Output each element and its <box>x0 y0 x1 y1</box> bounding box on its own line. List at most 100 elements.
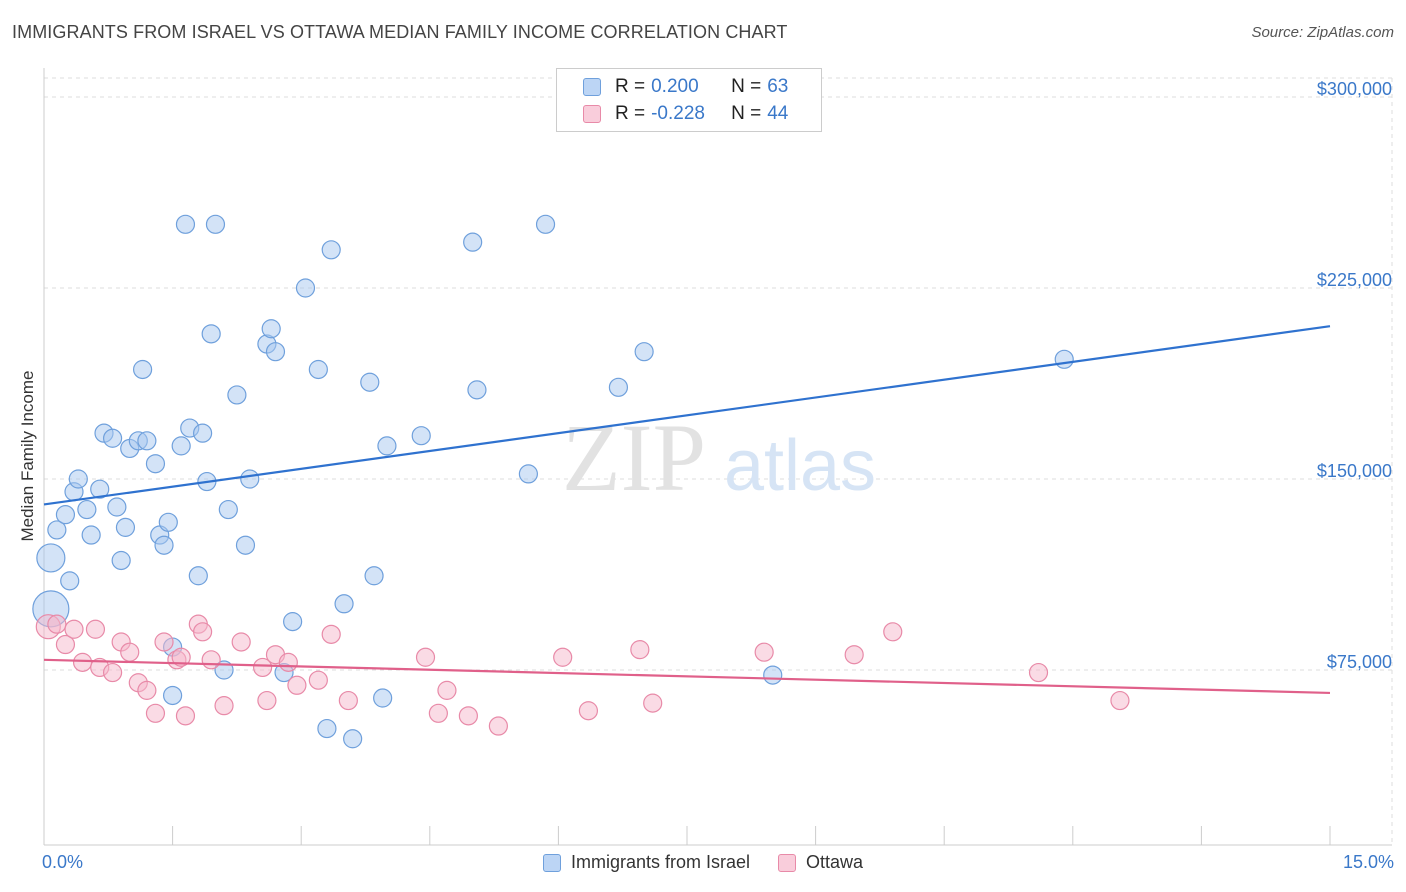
point-ottawa <box>154 632 174 652</box>
point-israel <box>107 497 127 517</box>
n-label: N = <box>731 76 762 97</box>
point-ottawa <box>308 670 328 690</box>
point-israel <box>377 436 397 456</box>
swatch-israel <box>583 78 601 96</box>
point-israel <box>343 729 363 749</box>
grid-lines <box>44 77 1393 845</box>
point-israel <box>193 423 213 443</box>
point-israel <box>60 571 80 591</box>
point-israel <box>317 718 337 739</box>
n-value-ottawa: 44 <box>767 103 789 124</box>
legend-item-israel: Immigrants from Israel <box>542 852 750 873</box>
point-ottawa <box>257 690 277 711</box>
trend-lines <box>43 325 1331 695</box>
source-credit: Source: ZipAtlas.com <box>1251 24 1394 41</box>
legend-swatch-ottawa <box>778 853 796 872</box>
point-israel <box>145 454 166 474</box>
stats-row-israel: R = 0.200 N = 63 <box>583 75 794 99</box>
axes <box>43 68 1392 846</box>
point-israel <box>235 535 256 555</box>
point-israel <box>188 566 208 586</box>
point-ottawa <box>278 652 298 672</box>
point-israel <box>158 512 178 532</box>
point-israel <box>634 342 654 362</box>
watermark-zip: ZIP <box>562 404 706 511</box>
series-ottawa-points <box>35 614 1130 736</box>
point-ottawa <box>85 619 106 639</box>
series-legend: Immigrants from Israel Ottawa <box>0 852 1406 873</box>
point-israel <box>175 214 196 234</box>
point-ottawa <box>415 647 436 667</box>
y-tick-label: $75,000 <box>1327 652 1392 672</box>
x-tick-label-min: 0.0% <box>42 852 84 872</box>
point-israel <box>518 464 538 484</box>
point-israel <box>205 214 226 234</box>
point-ottawa <box>643 693 663 713</box>
point-ottawa <box>47 614 67 634</box>
point-israel <box>90 479 110 499</box>
point-ottawa <box>844 645 864 665</box>
chart-title: IMMIGRANTS FROM ISRAEL VS OTTAWA MEDIAN … <box>12 22 788 42</box>
point-israel <box>115 517 136 537</box>
point-israel <box>295 278 316 298</box>
point-ottawa <box>630 640 650 660</box>
y-tick-label: $150,000 <box>1317 461 1392 481</box>
point-ottawa <box>214 696 234 716</box>
n-label: N = <box>731 103 762 124</box>
r-label: R = <box>615 103 646 124</box>
stats-row-ottawa: R = -0.228 N = 44 <box>583 102 794 126</box>
point-ottawa <box>201 650 221 670</box>
point-israel <box>227 385 247 405</box>
point-ottawa <box>1110 690 1130 711</box>
point-israel <box>77 499 97 520</box>
point-israel <box>55 505 76 525</box>
point-ottawa <box>458 706 478 726</box>
point-ottawa <box>578 701 599 721</box>
point-israel <box>218 499 238 520</box>
point-ottawa <box>231 632 251 652</box>
y-tick-labels: $75,000 $150,000 $225,000 $300,000 <box>1317 79 1392 672</box>
legend-label-israel: Immigrants from Israel <box>570 852 750 872</box>
point-israel <box>102 428 123 448</box>
point-ottawa <box>883 622 903 642</box>
point-israel <box>1054 349 1074 369</box>
point-ottawa <box>553 647 573 667</box>
point-israel <box>265 342 286 362</box>
legend-swatch-israel <box>542 853 561 872</box>
point-ottawa <box>338 690 358 711</box>
r-value-ottawa: -0.228 <box>651 103 705 124</box>
point-israel <box>240 469 260 489</box>
point-ottawa <box>193 622 213 642</box>
point-ottawa <box>428 703 448 723</box>
swatch-ottawa <box>583 105 601 123</box>
point-ottawa <box>175 706 196 726</box>
watermark-atlas: atlas <box>724 426 876 506</box>
trend-line-israel <box>43 325 1331 506</box>
point-ottawa <box>321 624 341 644</box>
point-israel <box>111 550 131 571</box>
point-israel <box>373 688 393 708</box>
point-israel <box>47 520 67 540</box>
point-israel <box>154 535 174 555</box>
point-ottawa <box>120 642 140 662</box>
x-tick-label-max: 15.0% <box>1342 852 1394 872</box>
point-israel <box>467 380 487 400</box>
point-israel <box>334 594 354 614</box>
point-israel <box>68 469 88 489</box>
point-israel <box>132 359 153 380</box>
y-tick-label: $300,000 <box>1317 79 1392 99</box>
point-israel <box>36 543 66 573</box>
watermark: ZIP atlas <box>562 404 876 511</box>
point-israel <box>463 232 483 252</box>
point-ottawa <box>253 657 273 678</box>
point-ottawa <box>145 703 166 723</box>
point-ottawa <box>137 680 157 700</box>
r-value-israel: 0.200 <box>651 76 699 97</box>
stats-legend: R = 0.200 N = 63 R = -0.228 N = 44 <box>556 68 822 132</box>
point-israel <box>364 566 384 586</box>
point-ottawa <box>437 680 457 700</box>
point-israel <box>411 426 431 446</box>
point-israel <box>137 431 157 451</box>
y-tick-label: $225,000 <box>1317 270 1392 290</box>
